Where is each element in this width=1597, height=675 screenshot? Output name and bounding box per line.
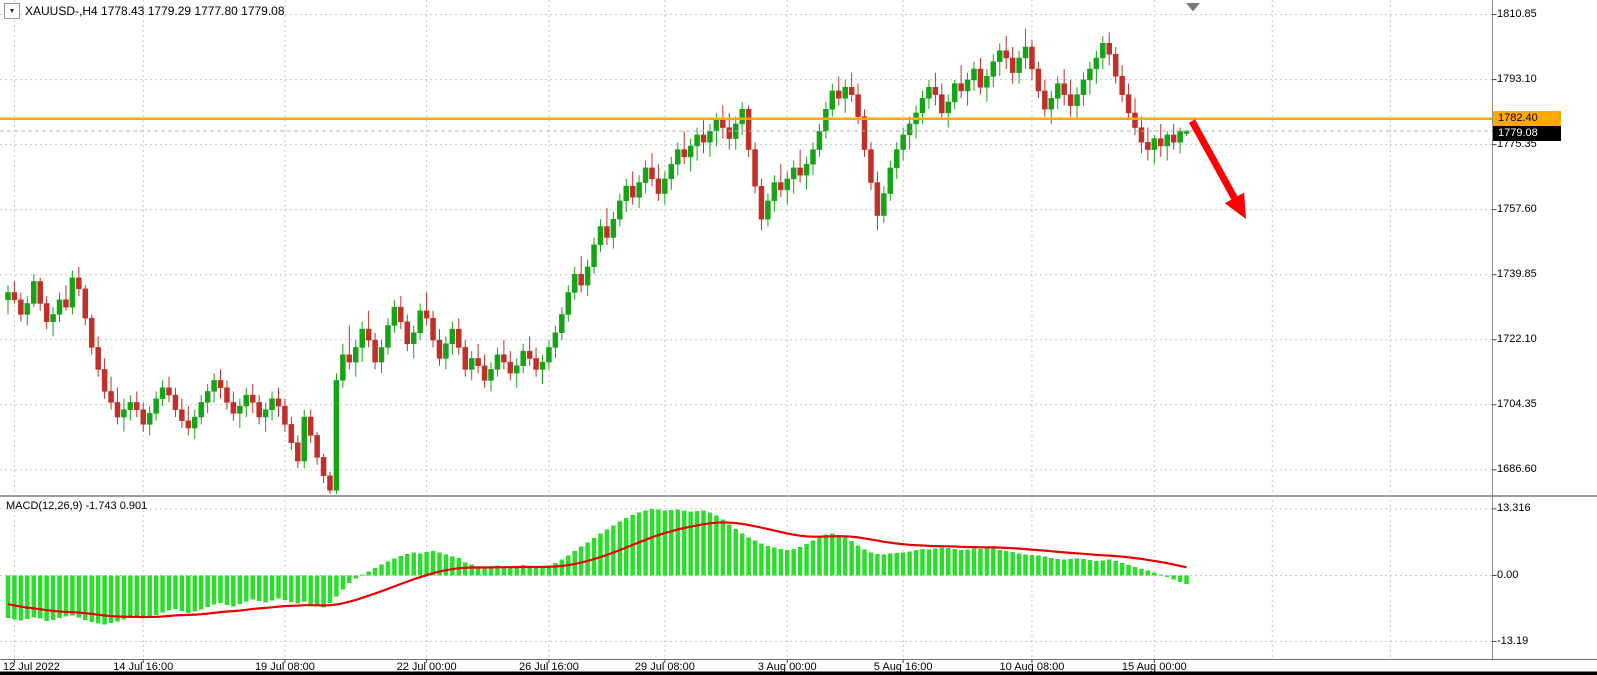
time-axis-label: 19 Jul 08:00 bbox=[254, 661, 315, 673]
macd-signal-line bbox=[7, 521, 1187, 619]
hline-price-tag[interactable]: 1782.40 bbox=[1493, 111, 1561, 127]
price-axis-label: 1757.60 bbox=[1497, 203, 1537, 216]
price-axis-label: 13.316 bbox=[1497, 502, 1531, 515]
time-axis-label: 14 Jul 16:00 bbox=[113, 661, 174, 673]
price-axis-label: 1704.35 bbox=[1497, 398, 1537, 411]
last-price-tag: 1779.08 bbox=[1493, 126, 1561, 142]
time-axis-label: 5 Aug 16:00 bbox=[873, 661, 933, 673]
macd-indicator-label: MACD(12,26,9) -1.743 0.901 bbox=[6, 500, 148, 512]
time-axis-label: 15 Aug 00:00 bbox=[1121, 661, 1187, 673]
window-bottom-edge bbox=[0, 671, 1597, 675]
time-axis-label: 12 Jul 2022 bbox=[3, 661, 60, 673]
price-axis-label: 1739.85 bbox=[1497, 268, 1537, 281]
price-axis-label: -13.19 bbox=[1497, 634, 1529, 647]
time-axis-label: 22 Jul 00:00 bbox=[396, 661, 457, 673]
price-axis-label: 1810.85 bbox=[1497, 8, 1537, 21]
price-axis-label: 1686.60 bbox=[1497, 463, 1537, 476]
symbol-dropdown-button[interactable]: ▼ bbox=[4, 3, 20, 19]
axis-ticks bbox=[13, 14, 1497, 663]
price-axis-label: 1722.10 bbox=[1497, 333, 1537, 346]
price-axis-label: 1793.10 bbox=[1497, 73, 1537, 86]
symbol-ohlc-text: XAUUSD-,H4 1778.43 1779.29 1777.80 1779.… bbox=[25, 4, 285, 18]
candlesticks bbox=[5, 28, 1190, 494]
time-axis-label: 26 Jul 16:00 bbox=[518, 661, 579, 673]
chevron-down-icon: ▼ bbox=[8, 7, 16, 15]
macd-histogram bbox=[5, 509, 1189, 625]
chart-title: ▼ XAUUSD-,H4 1778.43 1779.29 1777.80 177… bbox=[4, 3, 285, 19]
chart-shift-marker[interactable] bbox=[1186, 3, 1200, 12]
time-axis-label: 10 Aug 08:00 bbox=[999, 661, 1065, 673]
grid bbox=[0, 0, 1492, 660]
time-axis-label: 29 Jul 08:00 bbox=[634, 661, 695, 673]
time-axis-label: 3 Aug 00:00 bbox=[757, 661, 817, 673]
price-axis-label: 0.00 bbox=[1497, 569, 1519, 581]
trend-arrow[interactable] bbox=[1188, 119, 1246, 219]
